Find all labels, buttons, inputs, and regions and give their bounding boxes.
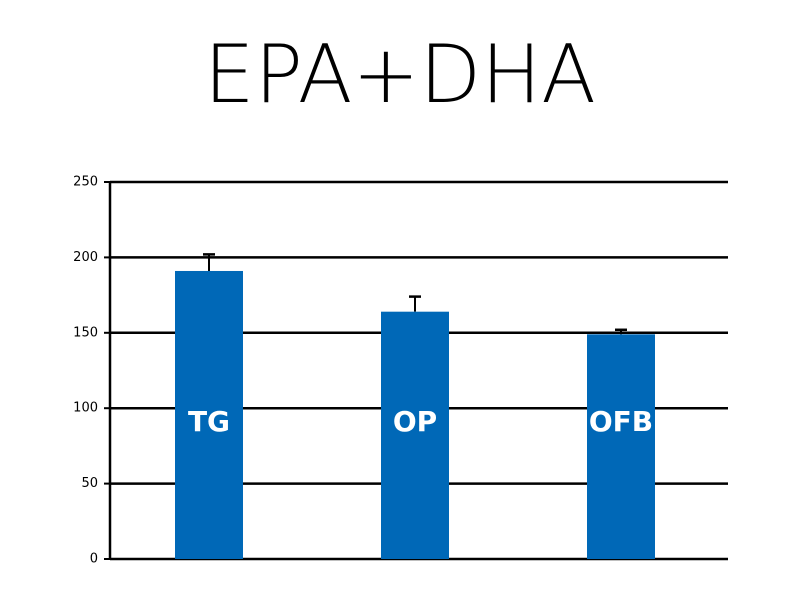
y-tick-label: 50	[81, 476, 98, 491]
y-tick-label: 0	[90, 552, 98, 567]
bar	[381, 311, 449, 559]
y-tick-label: 100	[73, 401, 98, 416]
category-label: TG	[188, 405, 230, 438]
chart-title: EPA+DHA	[204, 28, 596, 121]
bar	[175, 270, 243, 559]
category-label: OP	[393, 405, 437, 438]
category-label: OFB	[589, 405, 653, 438]
y-tick-label: 200	[73, 250, 98, 265]
y-tick-label: 250	[73, 175, 98, 190]
bar	[587, 334, 655, 559]
y-tick-label: 150	[73, 325, 98, 340]
